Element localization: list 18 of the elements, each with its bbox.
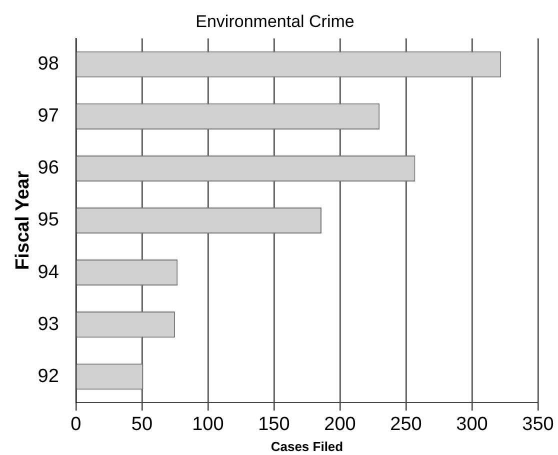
x-tick-label: 150 — [258, 414, 290, 436]
x-tick-label: 100 — [192, 414, 224, 436]
y-tick-label: 93 — [38, 314, 59, 335]
x-axis-title: Cases Filed — [270, 438, 344, 454]
y-tick-label: 95 — [38, 210, 59, 231]
x-tick-label: 200 — [324, 414, 356, 436]
y-axis-title: Fiscal Year — [12, 170, 34, 270]
x-tick-label: 350 — [522, 414, 554, 436]
x-tick-label: 50 — [131, 414, 153, 436]
y-tick-label: 94 — [38, 262, 60, 283]
x-tick-label: 300 — [456, 414, 488, 436]
y-tick-label: 98 — [38, 54, 59, 75]
chart-title: Environmental Crime — [196, 12, 354, 31]
y-tick-label: 96 — [38, 158, 59, 179]
y-tick-label: 92 — [38, 366, 59, 387]
x-tick-label: 250 — [390, 414, 422, 436]
y-tick-label: 97 — [38, 106, 59, 127]
x-tick-label: 0 — [70, 414, 82, 436]
